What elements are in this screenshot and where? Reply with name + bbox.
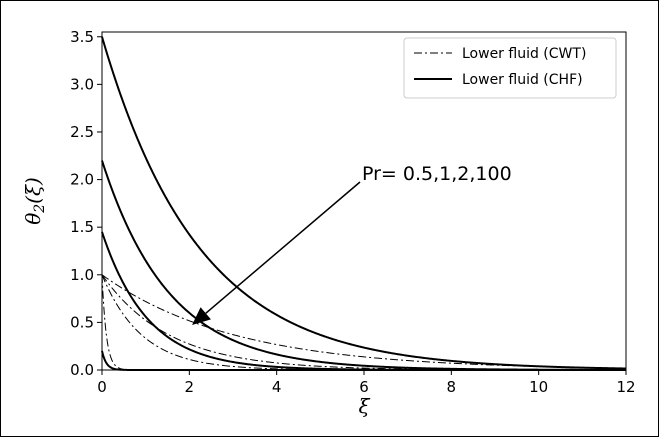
y-axis-label: θ2(ξ) [21, 177, 48, 225]
x-tick-label: 0 [97, 378, 107, 396]
ticks-layer: 0 2 4 6 8 10 12 0.0 0.5 1.0 1.5 2.0 2.5 3.0 3.5 [70, 28, 635, 396]
x-tick-label: 8 [447, 378, 457, 396]
x-tick-label: 4 [272, 378, 282, 396]
legend: Lower fluid (CWT) Lower fluid (CHF) [403, 37, 617, 99]
series-line-cwt-1 [101, 274, 626, 371]
y-tick-label: 3.5 [70, 28, 94, 46]
series-line-cwt-3 [101, 274, 626, 371]
legend-label-cwt: Lower fluid (CWT) [462, 46, 586, 62]
y-tick-label: 3.0 [70, 75, 94, 93]
y-axis-label-subscript: 2 [32, 204, 48, 214]
series-line-chf-5 [101, 160, 626, 371]
y-tick-label: 0.0 [70, 361, 94, 379]
y-tick-label: 2.5 [70, 123, 94, 141]
y-axis-label-base: θ [21, 213, 45, 225]
x-axis-label: ξ [358, 394, 370, 418]
series-line-cwt-2 [101, 274, 626, 371]
x-tick-label: 10 [529, 378, 548, 396]
y-axis-label-arg: (ξ) [21, 177, 45, 204]
y-tick-label: 1.5 [70, 218, 94, 236]
legend-box [403, 37, 617, 99]
annotation-text: Pr= 0.5,1,2,100 [362, 163, 512, 185]
y-tick-label: 0.5 [70, 313, 94, 331]
annotation: Pr= 0.5,1,2,100 [192, 163, 512, 325]
series-line-cwt-0 [101, 274, 627, 369]
x-tick-label: 12 [616, 378, 635, 396]
x-tick-label: 6 [359, 378, 369, 396]
annotation-arrow-head [192, 307, 211, 325]
series-line-chf-6 [101, 231, 626, 371]
y-tick-label: 2.0 [70, 171, 94, 189]
series-line-chf-4 [101, 36, 627, 370]
annotation-arrow-line [205, 181, 361, 314]
legend-label-chf: Lower fluid (CHF) [462, 72, 583, 88]
y-tick-label: 1.0 [70, 266, 94, 284]
x-tick-label: 2 [185, 378, 195, 396]
